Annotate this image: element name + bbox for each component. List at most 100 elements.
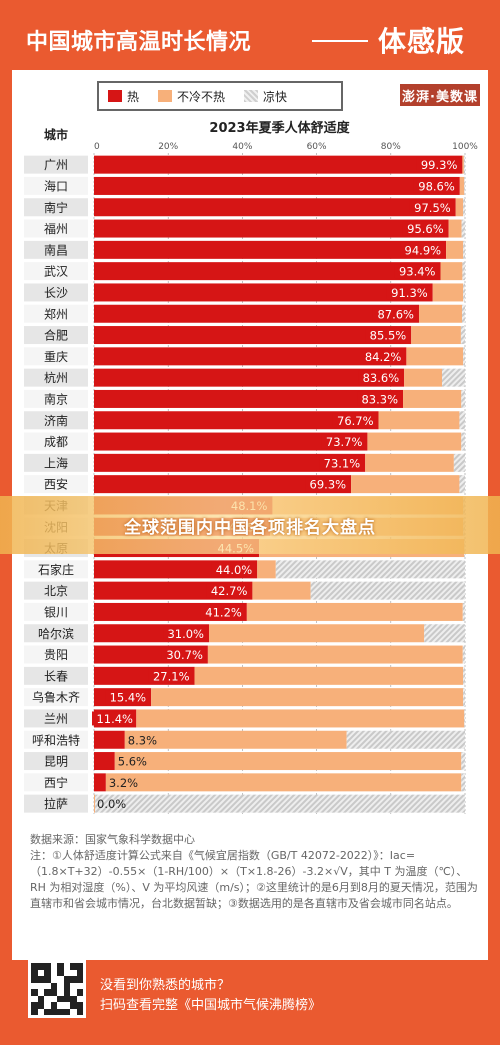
data-label: 93.4%: [399, 265, 436, 279]
bar-segment-hot: [94, 453, 366, 472]
bar-segment-mild: [378, 411, 460, 430]
bar-segment-cool: [461, 389, 465, 408]
brand-logo: 澎湃·美数课: [400, 84, 480, 106]
city-label: 济南: [44, 413, 68, 428]
legend-item-mild: 不冷不热: [158, 88, 235, 105]
data-label: 73.1%: [324, 456, 361, 470]
qr-module: [50, 1002, 57, 1009]
data-label: 95.6%: [407, 222, 444, 236]
x-tick-label: 40%: [232, 142, 252, 152]
bar-segment-mild: [114, 752, 462, 771]
qr-module: [57, 995, 64, 1002]
city-label: 上海: [44, 455, 68, 470]
city-label-bg: [24, 240, 88, 259]
qr-module: [50, 995, 57, 1002]
chart-legend: 热 不冷不热 凉快: [97, 81, 343, 111]
bottom-bar: 没看到你熟悉的城市？ 扫码查看完整《中国城市气候沸腾榜》: [0, 960, 500, 1045]
bar-segment-cool: [463, 688, 465, 707]
qr-module: [57, 1002, 64, 1009]
qr-module: [37, 1002, 44, 1009]
bar-segment-mild: [94, 794, 96, 813]
bar-segment-hot: [94, 283, 433, 302]
cta-scan-link[interactable]: 扫码查看完整《中国城市气候沸腾榜》: [100, 998, 322, 1013]
bar-segment-mild: [411, 326, 461, 345]
qr-module: [31, 1002, 38, 1009]
bar-segment-mild: [252, 581, 311, 600]
qr-module: [76, 995, 83, 1002]
bar-segment-hot: [94, 219, 449, 238]
city-label-bg: [24, 709, 88, 728]
bar-segment-mild: [462, 155, 464, 174]
qr-module: [70, 982, 77, 989]
page-subtitle: 体感版: [378, 25, 466, 58]
qr-module: [44, 989, 51, 996]
data-label: 15.4%: [110, 691, 147, 705]
legend-label-hot: 热: [127, 89, 140, 104]
city-label: 石家庄: [38, 562, 74, 577]
data-label: 84.2%: [365, 350, 402, 364]
bar-segment-hot: [94, 155, 463, 174]
data-label: 3.2%: [109, 776, 138, 790]
qr-module: [31, 963, 38, 970]
city-label-bg: [24, 688, 88, 707]
bar-segment-cool: [310, 581, 465, 600]
data-label: 11.4%: [96, 712, 133, 726]
qr-module: [76, 989, 83, 996]
city-label: 长春: [44, 669, 68, 683]
bar-segment-mild: [404, 368, 442, 387]
bar-segment-hot: [94, 389, 404, 408]
bar-segment-mild: [257, 560, 276, 579]
bar-segment-hot: [94, 475, 352, 494]
qr-module: [57, 1008, 64, 1015]
bar-segment-cool: [461, 432, 465, 451]
city-label: 乌鲁木齐: [32, 690, 80, 705]
qr-code-icon[interactable]: [28, 960, 86, 1018]
qr-module: [70, 963, 77, 970]
legend-label-mild: 不冷不热: [177, 89, 226, 104]
bar-segment-hot: [94, 262, 441, 281]
data-label: 94.9%: [405, 243, 442, 257]
qr-module: [76, 982, 83, 989]
bar-segment-cool: [462, 262, 465, 281]
bar-segment-mild: [105, 773, 462, 792]
legend-swatch-mild: [158, 90, 173, 102]
qr-module: [76, 1002, 83, 1009]
bar-segment-cool: [464, 176, 465, 195]
city-label: 合肥: [44, 328, 68, 343]
data-label-bg: [161, 647, 206, 662]
category-axis-label: 城市: [44, 127, 68, 142]
qr-module: [31, 982, 38, 989]
city-label: 郑州: [44, 306, 68, 321]
x-tick-label: 0: [94, 142, 100, 152]
legend-item-hot: 热: [108, 88, 149, 105]
city-label-bg: [24, 432, 88, 451]
x-tick-label: 20%: [158, 142, 178, 152]
bar-segment-cool: [424, 624, 465, 643]
bar-segment-mild: [207, 645, 463, 664]
header: 中国城市高温时长情况 体感版: [0, 0, 500, 70]
qr-module: [37, 989, 44, 996]
title-divider: [312, 40, 368, 42]
city-label: 杭州: [44, 370, 68, 385]
bar-segment-mild: [246, 602, 463, 621]
bar-segment-cool: [461, 219, 465, 238]
bar-segment-hot: [94, 730, 125, 749]
qr-module: [57, 976, 64, 983]
bar-segment-hot: [94, 347, 407, 366]
qr-module: [50, 976, 57, 983]
qr-module: [76, 976, 83, 983]
city-label-bg: [24, 262, 88, 281]
qr-module: [76, 1008, 83, 1015]
legend-swatch-cool: [244, 90, 259, 102]
data-label-bg: [360, 349, 405, 364]
legend-swatch-hot: [108, 90, 122, 102]
overlay-banner[interactable]: 全球范围内中国各项排名大盘点: [0, 496, 500, 554]
x-tick-label: 80%: [381, 142, 401, 152]
data-label: 30.7%: [166, 648, 203, 662]
data-label-bg: [358, 370, 403, 385]
qr-module: [63, 969, 70, 976]
data-label-bg: [357, 391, 402, 406]
city-label: 兰州: [44, 712, 68, 726]
bar-segment-hot: [94, 176, 460, 195]
bar-segment-hot: [94, 411, 379, 430]
